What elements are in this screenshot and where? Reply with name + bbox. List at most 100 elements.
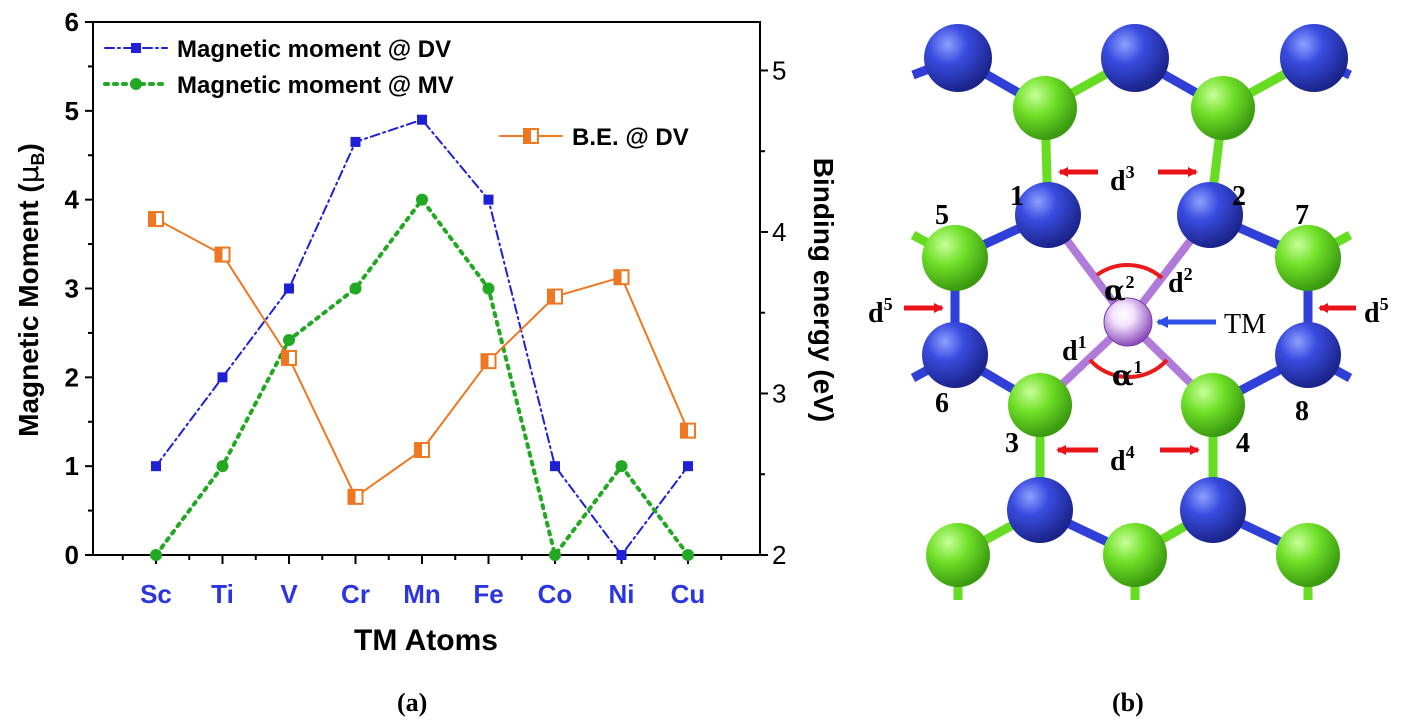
x-tick-label: Cr	[341, 579, 370, 609]
series-line	[155, 118, 689, 557]
marker-be-half	[149, 212, 156, 227]
y-tick-label: 3	[65, 274, 79, 304]
marker-mv-circle	[682, 549, 694, 561]
x-tick-label: Fe	[473, 579, 503, 609]
distance-d1: d1	[1062, 332, 1087, 367]
distance-d5-left: d5	[868, 294, 893, 329]
y-axis-label: Magnetic Moment (μB)	[12, 143, 48, 437]
atom-label-7: 7	[1295, 200, 1309, 231]
x-axis: Sc Ti V Cr Mn Fe Co Ni Cu	[121, 555, 723, 609]
y-tick-label: 1	[65, 451, 79, 481]
green-atom-3	[1008, 373, 1072, 437]
marker-dv-square	[683, 461, 693, 472]
atom-label-6: 6	[935, 388, 949, 419]
marker-be-half	[215, 247, 223, 262]
y-tick-label: 5	[65, 96, 79, 126]
marker-dv-square	[284, 283, 294, 294]
blue-atom-2	[1177, 182, 1243, 248]
angle-alpha2-letter: α	[1104, 274, 1126, 307]
distance-d2-sup: 2	[1184, 264, 1193, 284]
series-line	[154, 196, 690, 560]
marker-dv-square	[131, 43, 141, 53]
marker-mv-circle	[283, 334, 295, 347]
distance-d3-letter: d	[1110, 166, 1126, 197]
marker-dv-square	[151, 461, 161, 472]
marker-mv-circle	[130, 78, 142, 90]
distance-d5-left-letter: d	[868, 298, 884, 329]
blue-atom	[1180, 477, 1246, 543]
y-tick-label: 4	[65, 185, 80, 215]
legend-entry-1: Magnetic moment @ MV	[103, 72, 454, 99]
y2-tick-label: 2	[772, 540, 786, 570]
tm-label: TM	[1224, 309, 1266, 340]
green-atom	[1191, 76, 1255, 140]
legend: Magnetic moment @ DV Magnetic moment @ MV…	[103, 36, 689, 151]
green-atom	[1013, 76, 1077, 140]
angle-arc-alpha1	[1088, 358, 1169, 379]
x-tick-label: Mn	[403, 579, 441, 609]
series-layer	[148, 114, 696, 561]
y-axis-left: 0 1 2 3 4 5 6	[65, 7, 93, 570]
y2-axis-label: Binding energy (eV)	[808, 158, 839, 422]
blue-atom-6	[922, 322, 988, 388]
blue-atom	[924, 24, 992, 92]
distance-d5-right-letter: d	[1364, 298, 1380, 329]
distance-d1-sup: 1	[1078, 332, 1087, 352]
angle-alpha1-letter: α	[1112, 359, 1134, 392]
marker-be-half	[415, 443, 422, 458]
atom-label-3: 3	[1005, 428, 1019, 459]
series-0	[151, 114, 693, 560]
x-tick-label: Sc	[140, 579, 172, 609]
angle-alpha1-sup: 1	[1134, 357, 1143, 377]
angle-arc-alpha2	[1095, 263, 1164, 280]
x-tick-label: Co	[538, 579, 573, 609]
marker-mv-circle	[216, 460, 229, 473]
atom-layer	[922, 24, 1348, 587]
x-axis-label: TM Atoms	[354, 624, 498, 657]
distance-d4: d4	[1110, 442, 1135, 477]
y2-tick-label: 3	[772, 378, 786, 408]
green-atom-4	[1181, 373, 1245, 437]
atom-label-1: 1	[1010, 181, 1024, 212]
distance-d5-left-sup: 5	[884, 294, 893, 314]
series-1	[150, 193, 694, 561]
marker-be-half	[481, 354, 489, 369]
blue-atom	[1280, 24, 1348, 92]
distance-d5-right-sup: 5	[1380, 294, 1389, 314]
series-2	[148, 211, 696, 505]
y-tick-label: 6	[65, 7, 79, 37]
caption-panel-b: (b)	[1112, 688, 1144, 717]
distance-d4-sup: 4	[1126, 442, 1135, 462]
marker-dv-square	[483, 194, 494, 205]
marker-mv-circle	[482, 282, 495, 295]
angle-alpha2: α2	[1104, 272, 1135, 307]
marker-be-half	[681, 423, 688, 438]
marker-be-half	[282, 350, 289, 365]
blue-atom	[1007, 477, 1073, 543]
blue-atom	[1101, 24, 1169, 92]
y-axis-right: 2 3 4 5	[760, 55, 786, 570]
y2-tick-label: 4	[772, 217, 786, 247]
marker-mv-circle	[150, 549, 162, 561]
y-tick-label: 0	[65, 540, 79, 570]
marker-be-half	[548, 289, 555, 304]
marker-dv-square	[417, 114, 427, 125]
atom-label-2: 2	[1232, 181, 1246, 212]
marker-be-half	[524, 129, 531, 143]
plot-frame	[92, 21, 761, 556]
y-axis-label-close: )	[13, 143, 44, 152]
marker-mv-circle	[416, 193, 428, 206]
green-atom-5	[922, 225, 988, 291]
marker-be-half	[614, 270, 622, 285]
legend-label: Magnetic moment @ MV	[177, 72, 454, 99]
marker-dv-square	[550, 461, 560, 472]
marker-mv-circle	[349, 282, 362, 295]
x-tick-label: Ti	[211, 579, 234, 609]
x-tick-label: Ni	[609, 579, 635, 609]
x-tick-label: Cu	[671, 579, 706, 609]
distance-d5-right: d5	[1364, 294, 1389, 329]
y2-tick-label: 5	[772, 55, 786, 85]
legend-entry-2: B.E. @ DV	[499, 124, 689, 151]
angle-alpha1: α1	[1112, 357, 1143, 392]
